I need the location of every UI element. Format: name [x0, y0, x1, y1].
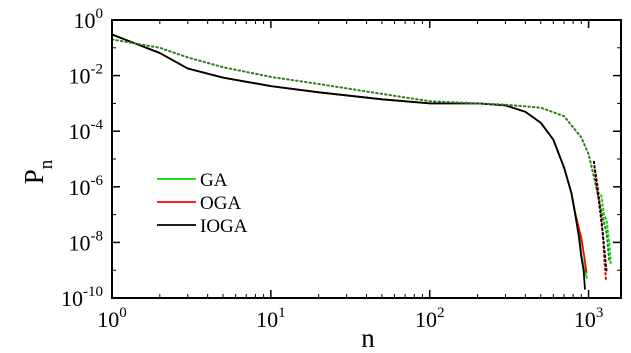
series-line-oga — [111, 33, 588, 274]
y-axis-label: Pn — [19, 159, 57, 184]
y-tick-label-0: 100 — [74, 6, 104, 33]
x-tick-label-3: 103 — [574, 305, 604, 332]
tick-layer: 100 101 102 103 100 10-2 10-4 10-6 10-8 10-10 — [61, 6, 621, 332]
series-line-ga — [111, 33, 589, 279]
x-tick-label-1: 101 — [256, 305, 286, 332]
legend-label-oga: OGA — [200, 193, 241, 214]
series-line-dotted-3 — [111, 38, 611, 263]
y-tick-label-4: 10-8 — [69, 228, 104, 255]
y-tick-label-1: 10-2 — [69, 62, 104, 89]
y-tick-label-2: 10-4 — [69, 117, 104, 144]
y-tick-label-3: 10-6 — [69, 173, 104, 200]
y-axis-label-main: P — [19, 169, 49, 184]
legend-label-ioga: IOGA — [200, 216, 248, 237]
series-layer — [111, 33, 612, 290]
x-axis-label: n — [361, 323, 375, 353]
y-tick-label-5: 10-10 — [61, 284, 103, 311]
y-axis-label-subscript: n — [36, 159, 57, 169]
series-line-dotted-5 — [592, 160, 608, 274]
series-line-dotted-6 — [600, 194, 612, 267]
x-tick-label-0: 100 — [97, 305, 127, 332]
x-tick-label-2: 102 — [415, 305, 445, 332]
legend-label-ga: GA — [200, 170, 228, 191]
series-line-ioga — [111, 33, 586, 290]
plot-frame — [111, 19, 622, 299]
